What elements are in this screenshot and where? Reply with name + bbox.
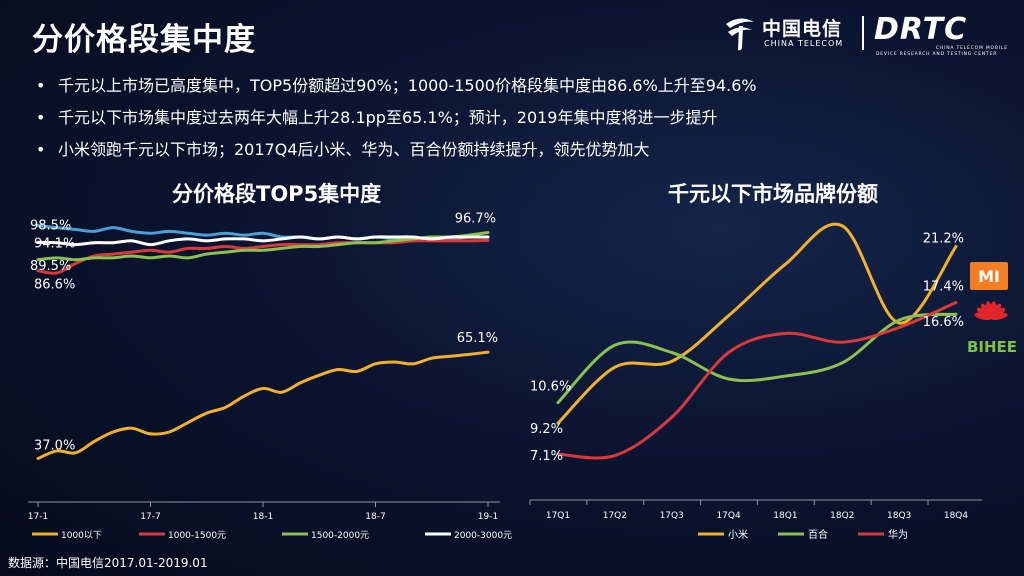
chart2-x-tick-label: 17Q3 bbox=[660, 511, 684, 521]
page-title: 分价格段集中度 bbox=[32, 22, 256, 58]
drtc-logo: DRTC CHINA TELECOM MOBILE DEVICE RESEARC… bbox=[874, 12, 1007, 57]
chart1-x-tick-label: 18-7 bbox=[365, 512, 385, 522]
chart2-x-tick-label: 18Q1 bbox=[773, 511, 797, 521]
chart1-data-label: 94.1% bbox=[34, 236, 75, 251]
chart1-legend-label: 1500-2000元 bbox=[311, 531, 369, 541]
chart2-x-tick-label: 18Q2 bbox=[830, 511, 854, 521]
chart1-data-label: 89.5% bbox=[30, 259, 71, 274]
china-telecom-cn: 中国电信 bbox=[762, 18, 843, 40]
chart2-data-label: 7.1% bbox=[530, 449, 563, 464]
chart2-title: 千元以下市场品牌份额 bbox=[668, 182, 878, 206]
chart2-data-label: 17.4% bbox=[923, 279, 964, 294]
bullet-text: 小米领跑千元以下市场；2017Q4后小米、华为、百合份额持续提升，领先优势加大 bbox=[58, 140, 650, 159]
china-telecom-en: CHINA TELECOM bbox=[764, 39, 844, 48]
china-telecom-mark-icon bbox=[726, 18, 754, 51]
chart2-x-tick-label: 17Q1 bbox=[546, 511, 570, 521]
chart1-x-tick-label: 17-7 bbox=[140, 512, 160, 522]
chart1-series-line bbox=[36, 238, 490, 275]
huawei-logo-icon bbox=[974, 301, 1008, 320]
xiaomi-logo-text: MI bbox=[978, 267, 1000, 286]
chart2-x-tick-label: 18Q4 bbox=[944, 511, 969, 521]
bullet-text: 千元以上市场已高度集中，TOP5份额超过90%；1000-1500价格段集中度由… bbox=[58, 76, 757, 95]
chart2-legend-label: 百合 bbox=[808, 528, 828, 541]
bullet-list: • 千元以上市场已高度集中，TOP5份额超过90%；1000-1500价格段集中度… bbox=[36, 70, 757, 166]
china-telecom-logo: 中国电信 CHINA TELECOM bbox=[722, 14, 852, 54]
chart2-legend-label: 华为 bbox=[888, 528, 908, 541]
drtc-wordmark: DRTC bbox=[874, 12, 968, 47]
chart2-data-label: 10.6% bbox=[530, 380, 571, 395]
chart2-series-line bbox=[556, 222, 958, 425]
chart1-legend-label: 1000-1500元 bbox=[168, 531, 226, 541]
chart2-series-line bbox=[556, 300, 958, 460]
bullet-item: • 千元以上市场已高度集中，TOP5份额超过90%；1000-1500价格段集中度… bbox=[36, 76, 757, 95]
chart1-data-label: 86.6% bbox=[34, 278, 75, 293]
bullet-item: • 千元以下市场集中度过去两年大幅上升28.1pp至65.1%；预计，2019年集… bbox=[36, 108, 718, 127]
huawei-petal-icon bbox=[989, 312, 1008, 320]
chart2-x-tick-label: 17Q4 bbox=[716, 511, 741, 521]
chart2-data-label: 16.6% bbox=[923, 315, 964, 330]
drtc-sub1: CHINA TELECOM MOBILE bbox=[936, 46, 1008, 51]
chart1-data-label: 98.5% bbox=[30, 219, 71, 234]
chart1-data-label: 37.0% bbox=[34, 439, 75, 454]
bihee-logo-text: BIHEE bbox=[967, 338, 1017, 356]
chart1-legend-label: 2000-3000元 bbox=[454, 531, 512, 541]
chart2-data-label: 21.2% bbox=[923, 232, 964, 247]
chart2-x-tick-label: 18Q3 bbox=[887, 511, 911, 521]
bullet-item: • 小米领跑千元以下市场；2017Q4后小米、华为、百合份额持续提升，领先优势加大 bbox=[36, 140, 650, 159]
chart2-legend-label: 小米 bbox=[728, 528, 748, 541]
chart1-series-line bbox=[36, 350, 490, 460]
chart1-x-tick-label: 19-1 bbox=[478, 512, 498, 522]
drtc-sub2: DEVICE RESEARCH AND TESTING CENTER bbox=[876, 52, 998, 57]
chart1-legend-label: 1000以下 bbox=[61, 531, 102, 541]
logo-divider bbox=[862, 16, 864, 50]
chart2-svg: 17Q1 17Q2 17Q3 17Q4 18Q1 18Q2 18Q3 18Q4 10.6% 9.2… bbox=[529, 222, 1017, 541]
bullet-text: 千元以下市场集中度过去两年大幅上升28.1pp至65.1%；预计，2019年集中… bbox=[58, 108, 718, 127]
chart1-data-label: 65.1% bbox=[457, 331, 498, 346]
chart1-series-line bbox=[36, 235, 490, 247]
xiaomi-logo-icon bbox=[970, 262, 1008, 290]
chart1-x-tick-label: 17-1 bbox=[28, 512, 48, 522]
chart2-x-tick-label: 17Q2 bbox=[603, 511, 627, 521]
chart1-title: 分价格段TOP5集中度 bbox=[172, 182, 382, 206]
chart1-svg: 17-1 17-7 18-1 18-7 19-1 98.5% 94.1% 89.5% 86.6%… bbox=[28, 211, 512, 541]
data-source: 数据源：中国电信2017.01-2019.01 bbox=[8, 556, 208, 570]
chart1-data-label: 96.7% bbox=[455, 211, 496, 226]
chart2-series-line bbox=[556, 312, 958, 405]
chart1-series-line bbox=[36, 230, 490, 262]
chart2-data-label: 9.2% bbox=[530, 422, 563, 437]
chart1-x-tick-label: 18-1 bbox=[253, 512, 273, 522]
